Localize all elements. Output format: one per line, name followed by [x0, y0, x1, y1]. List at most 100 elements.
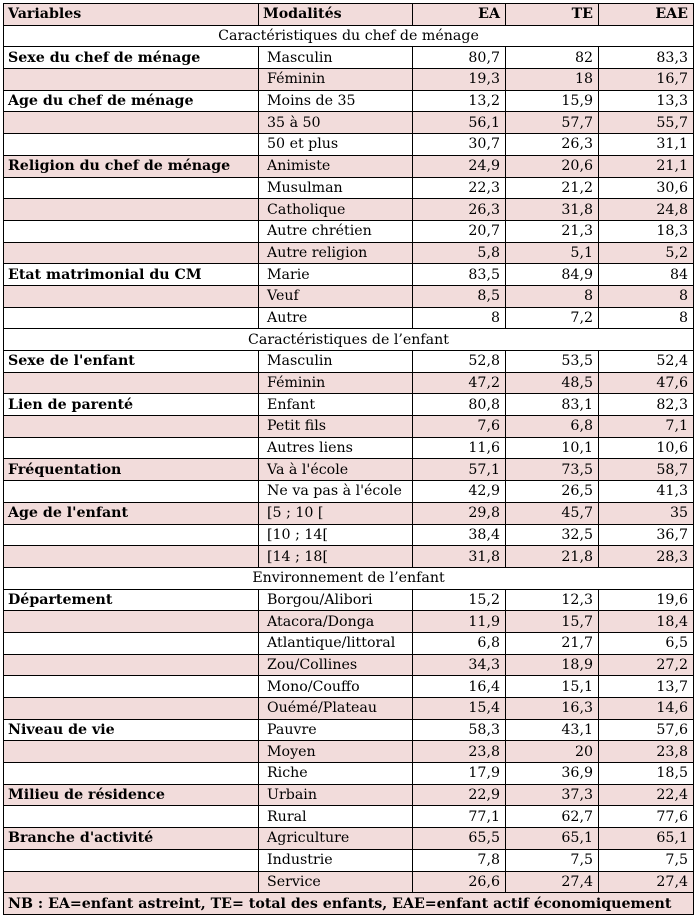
table-row: Rural 77,1 62,7 77,6 — [3, 805, 694, 829]
variable-cell — [3, 480, 259, 503]
table-row: Petit fils 7,6 6,8 7,1 — [3, 415, 694, 438]
ea-cell: 58,3 — [412, 718, 506, 742]
modalite-cell: Ne va pas à l'école — [258, 480, 413, 503]
table-row: Veuf 8,5 8 8 — [3, 284, 694, 308]
variable-cell — [3, 436, 259, 460]
modalite-cell: Animiste — [258, 154, 413, 178]
table-row: Catholique 26,3 31,8 24,8 — [3, 198, 694, 221]
modalite-cell: 35 à 50 — [258, 111, 413, 135]
variable-cell — [3, 653, 259, 677]
eae-cell: 52,4 — [598, 350, 694, 373]
modalite-cell: Moins de 35 — [258, 89, 413, 113]
table-row: Musulman 22,3 21,2 30,6 — [3, 176, 694, 200]
variable-cell — [3, 371, 259, 395]
eae-cell: 27,2 — [598, 653, 694, 677]
eae-cell: 14,6 — [598, 697, 694, 720]
variable-cell: Branche d'activité — [3, 827, 259, 850]
te-cell: 82 — [505, 46, 599, 70]
modalite-cell: Autres liens — [258, 436, 413, 460]
modalite-cell: Mono/Couffo — [258, 675, 413, 698]
eae-cell: 10,6 — [598, 436, 694, 460]
section-label: Caractéristiques de l’enfant — [3, 328, 694, 351]
te-cell: 7,5 — [505, 848, 599, 872]
te-cell: 6,8 — [505, 415, 599, 438]
eae-cell: 21,1 — [598, 154, 694, 178]
variable-cell — [3, 68, 259, 91]
section-label: Caractéristiques du chef de ménage — [3, 24, 694, 48]
eae-cell: 22,4 — [598, 783, 694, 807]
te-cell: 21,2 — [505, 176, 599, 200]
te-cell: 21,7 — [505, 631, 599, 655]
variable-cell — [3, 610, 259, 633]
te-cell: 83,1 — [505, 393, 599, 417]
ea-cell: 20,7 — [412, 219, 506, 243]
variable-cell — [3, 219, 259, 243]
table-row: Autre 8 7,2 8 — [3, 306, 694, 330]
te-cell: 20,6 — [505, 154, 599, 178]
te-cell: 27,4 — [505, 870, 599, 894]
te-cell: 10,1 — [505, 436, 599, 460]
variable-cell: Fréquentation — [3, 458, 259, 482]
table-row: [10 ; 14[38,4 32,5 36,7 — [3, 523, 694, 547]
variable-cell — [3, 198, 259, 221]
variable-cell — [3, 805, 259, 829]
modalite-cell: [14 ; 18[ — [258, 545, 413, 568]
variable-cell — [3, 631, 259, 655]
variable-cell — [3, 740, 259, 764]
table-row: Ne va pas à l'école 42,9 26,5 41,3 — [3, 480, 694, 503]
ea-cell: 6,8 — [412, 631, 506, 655]
section-label: Environnement de l’enfant — [3, 566, 694, 590]
te-cell: 53,5 — [505, 350, 599, 373]
ea-cell: 22,9 — [412, 783, 506, 807]
ea-cell: 5,8 — [412, 241, 506, 265]
variable-cell: Etat matrimonial du CM — [3, 263, 259, 286]
ea-cell: 13,2 — [412, 89, 506, 113]
ea-cell: 7,6 — [412, 415, 506, 438]
modalite-cell: Masculin — [258, 46, 413, 70]
te-cell: 18,9 — [505, 653, 599, 677]
ea-cell: 80,8 — [412, 393, 506, 417]
ea-cell: 15,2 — [412, 588, 506, 612]
variable-cell: Niveau de vie — [3, 718, 259, 742]
table-row: Niveau de vie Pauvre 58,3 43,1 57,6 — [3, 718, 694, 742]
table-row: Industrie 7,8 7,5 7,5 — [3, 848, 694, 872]
eae-cell: 18,3 — [598, 219, 694, 243]
eae-cell: 7,1 — [598, 415, 694, 438]
variable-cell: Lien de parenté — [3, 393, 259, 417]
variable-cell: Milieu de résidence — [3, 783, 259, 807]
te-cell: 45,7 — [505, 501, 599, 525]
variable-cell — [3, 111, 259, 135]
table-row: Milieu de résidence Urbain 22,9 37,3 22,4 — [3, 783, 694, 807]
te-cell: 15,1 — [505, 675, 599, 698]
variable-cell — [3, 133, 259, 156]
table-row: Lien de parenté Enfant 80,8 83,1 82,3 — [3, 393, 694, 417]
variable-cell: Religion du chef de ménage — [3, 154, 259, 178]
eae-cell: 41,3 — [598, 480, 694, 503]
table-row: Atlantique/littoral 6,8 21,7 6,5 — [3, 631, 694, 655]
eae-cell: 84 — [598, 263, 694, 286]
modalite-cell: Rural — [258, 805, 413, 829]
modalite-cell: [10 ; 14[ — [258, 523, 413, 547]
te-cell: 57,7 — [505, 111, 599, 135]
eae-cell: 77,6 — [598, 805, 694, 829]
eae-cell: 58,7 — [598, 458, 694, 482]
table-row: Mono/Couffo 16,4 15,1 13,7 — [3, 675, 694, 698]
te-cell: 12,3 — [505, 588, 599, 612]
te-cell: 20 — [505, 740, 599, 764]
modalite-cell: Atacora/Donga — [258, 610, 413, 633]
ea-cell: 17,9 — [412, 762, 506, 785]
eae-cell: 5,2 — [598, 241, 694, 265]
eae-cell: 8 — [598, 284, 694, 308]
variable-cell: Département — [3, 588, 259, 612]
table-row: Age de l'enfant [5 ; 10 [29,8 45,7 35 — [3, 501, 694, 525]
table-row: Autres liens 11,6 10,1 10,6 — [3, 436, 694, 460]
eae-cell: 30,6 — [598, 176, 694, 200]
modalite-cell: Féminin — [258, 371, 413, 395]
modalite-cell: [5 ; 10 [ — [258, 501, 413, 525]
eae-cell: 13,3 — [598, 89, 694, 113]
ea-cell: 23,8 — [412, 740, 506, 764]
table-row: 50 et plus 30,7 26,3 31,1 — [3, 133, 694, 156]
modalite-cell: Borgou/Alibori — [258, 588, 413, 612]
eae-cell: 55,7 — [598, 111, 694, 135]
modalite-cell: Autre religion — [258, 241, 413, 265]
